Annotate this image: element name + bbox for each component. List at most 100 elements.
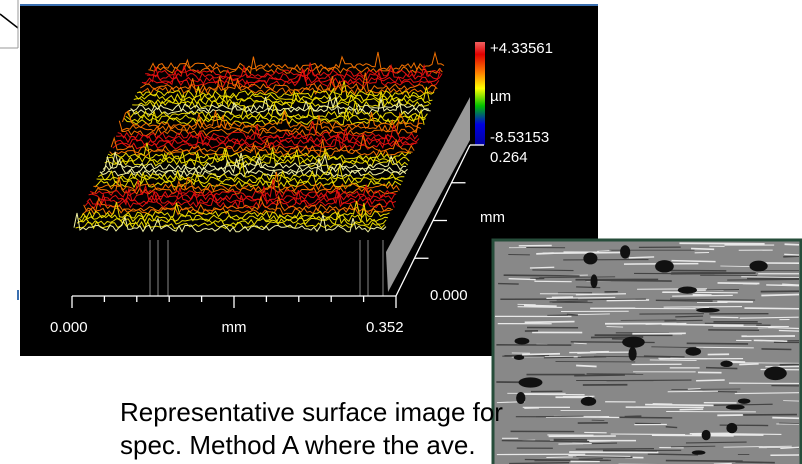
streak — [546, 457, 572, 458]
slide: +4.33561 µm -8.53153 0.264 mm 0.000 0.00… — [0, 0, 802, 464]
colorbar-min: -8.53153 — [490, 129, 549, 146]
streak — [664, 320, 702, 321]
caption-line: spec. Method A where the ave. — [120, 430, 476, 460]
y-axis-min: 0.000 — [430, 287, 468, 304]
streak — [780, 364, 799, 365]
streak — [652, 435, 734, 436]
streak — [706, 289, 739, 290]
streak — [558, 444, 591, 445]
caption-line: Representative surface image for — [120, 397, 503, 427]
streak — [576, 366, 596, 367]
pit — [583, 253, 597, 265]
streak — [691, 249, 714, 250]
streak — [754, 340, 788, 341]
streak — [671, 273, 756, 274]
streak — [744, 308, 799, 309]
streak — [509, 463, 569, 464]
streak — [567, 314, 578, 315]
streak — [530, 267, 554, 268]
streak — [648, 454, 698, 455]
streak — [524, 305, 557, 306]
streak — [509, 279, 536, 280]
pit — [738, 398, 751, 403]
streak — [785, 244, 799, 245]
streak — [666, 427, 677, 428]
streak — [675, 316, 703, 317]
streak — [779, 331, 799, 332]
streak — [578, 357, 607, 358]
streak — [727, 279, 799, 280]
streak — [576, 287, 600, 288]
pit — [591, 274, 598, 288]
streak — [504, 275, 580, 276]
slide-canvas: +4.33561 µm -8.53153 0.264 mm 0.000 0.00… — [0, 0, 802, 464]
streak — [680, 409, 704, 410]
pit — [622, 337, 645, 348]
streak — [772, 418, 799, 419]
pit — [581, 397, 596, 406]
pit — [685, 347, 701, 355]
colorbar-max: +4.33561 — [490, 40, 553, 57]
pit — [515, 338, 530, 345]
pit — [655, 260, 674, 272]
colorbar — [475, 42, 485, 145]
pit — [764, 367, 787, 381]
colorbar-unit: µm — [490, 88, 511, 105]
y-axis-max: 0.264 — [490, 149, 528, 166]
x-axis-max: 0.352 — [366, 319, 404, 336]
streak — [525, 459, 609, 460]
streak — [532, 270, 573, 271]
streak — [688, 389, 701, 390]
streak — [696, 380, 725, 381]
streak — [671, 389, 740, 390]
streak — [718, 283, 760, 284]
streak — [664, 307, 742, 308]
pit — [696, 308, 719, 313]
streak — [607, 300, 650, 301]
pit — [516, 392, 525, 404]
streak — [662, 324, 744, 325]
pit — [628, 347, 636, 361]
pit — [620, 245, 630, 258]
streak — [576, 449, 654, 450]
streak — [783, 256, 799, 257]
streak — [696, 347, 754, 348]
y-axis-unit: mm — [480, 209, 505, 226]
x-axis-unit: mm — [222, 319, 247, 336]
streak — [536, 253, 553, 254]
pit — [678, 287, 697, 294]
x-axis-min: 0.000 — [50, 319, 88, 336]
streak — [611, 434, 685, 435]
streak — [544, 357, 574, 358]
pit — [702, 430, 711, 440]
streak — [518, 307, 563, 308]
pit — [519, 377, 543, 387]
streak — [645, 405, 713, 406]
streak — [536, 416, 584, 417]
streak — [672, 261, 716, 262]
streak — [739, 364, 758, 365]
streak — [761, 349, 791, 350]
streak — [784, 254, 799, 255]
streak — [579, 459, 603, 460]
pit — [692, 450, 706, 454]
pit — [720, 361, 732, 367]
streak — [706, 368, 737, 369]
pit — [726, 405, 745, 410]
streak — [656, 300, 713, 301]
streak — [525, 322, 575, 323]
streak — [577, 353, 596, 354]
streak — [687, 343, 748, 344]
corner-line — [0, 14, 18, 28]
pit — [726, 423, 737, 433]
streak — [666, 461, 743, 462]
streak — [629, 257, 654, 258]
streak — [574, 375, 625, 376]
streak — [502, 355, 549, 356]
streak — [761, 295, 799, 296]
streak — [679, 243, 764, 244]
pit — [749, 261, 767, 272]
streak — [522, 354, 560, 355]
pit — [514, 355, 524, 360]
streak — [606, 327, 623, 328]
